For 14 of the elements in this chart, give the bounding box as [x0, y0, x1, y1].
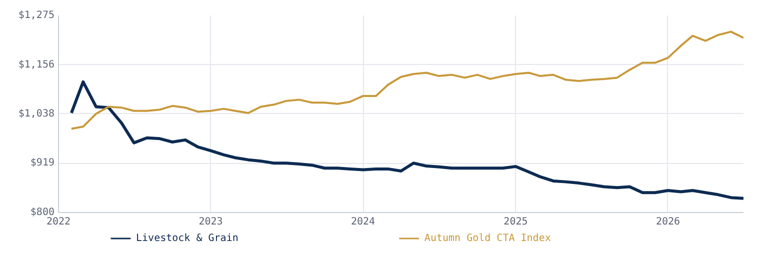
x-tick-label: 2023	[198, 216, 223, 228]
legend-label: Livestock & Grain	[136, 233, 238, 244]
legend-label: Autumn Gold CTA Index	[424, 233, 551, 244]
x-tick-label: 2024	[350, 216, 376, 228]
x-tick-label: 2026	[656, 216, 680, 228]
x-tick-label: 2022	[46, 216, 71, 228]
y-tick-label: $1,038	[18, 108, 54, 120]
line-series	[70, 30, 744, 130]
y-tick-label: $919	[30, 158, 55, 169]
y-tick-label: $800	[30, 207, 55, 218]
y-tick-label: $1,275	[18, 10, 54, 21]
y-tick-label: $1,156	[18, 59, 54, 70]
x-tick-label: 2025	[504, 216, 528, 228]
line-series	[70, 80, 744, 200]
